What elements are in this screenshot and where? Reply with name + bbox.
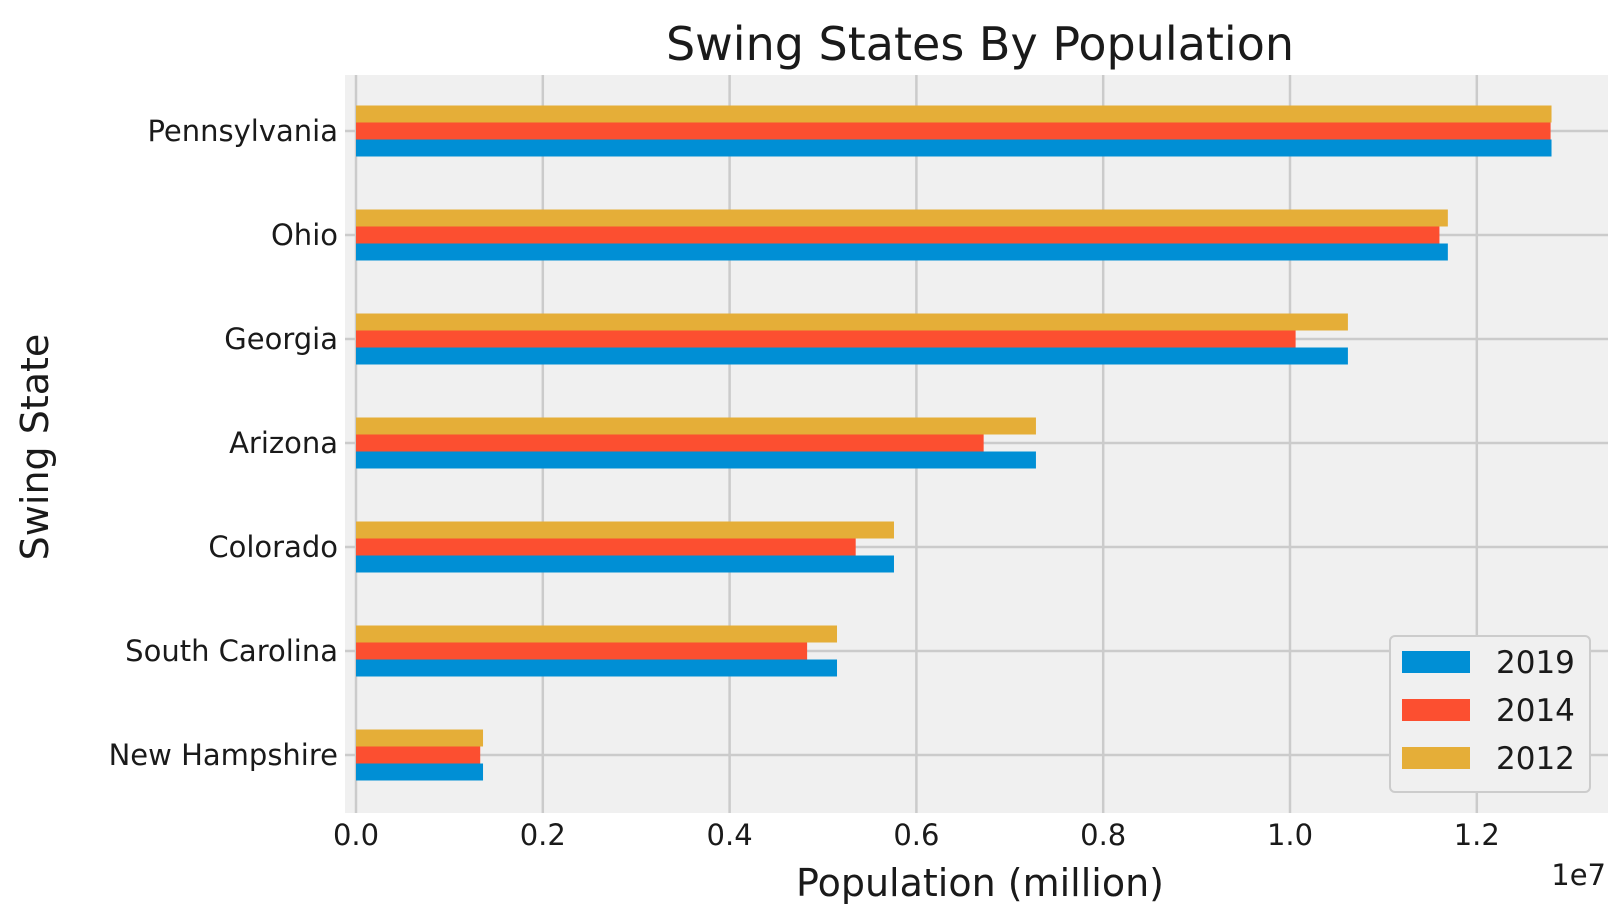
bar-2019-new-hampshire	[356, 763, 484, 781]
legend-label-2012: 2012	[1496, 741, 1575, 777]
x-tick-label: 0.6	[893, 818, 939, 852]
legend: 2019 2014 2012	[1389, 635, 1591, 793]
bar-2014-south-carolina	[356, 642, 808, 660]
legend-swatch-2014	[1402, 699, 1470, 721]
bar-2012-south-carolina	[356, 625, 838, 643]
bar-2014-georgia	[356, 330, 1296, 348]
y-tick-label: Arizona	[229, 426, 338, 460]
y-tick-label: New Hampshire	[109, 738, 338, 772]
bar-2019-pennsylvania	[356, 139, 1552, 157]
y-axis-label: Swing State	[13, 334, 57, 561]
bar-2019-arizona	[356, 451, 1036, 469]
y-tick-label: Colorado	[208, 530, 338, 564]
legend-label-2019: 2019	[1496, 645, 1575, 681]
legend-swatch-2012	[1402, 747, 1470, 769]
bar-2012-pennsylvania	[356, 105, 1552, 123]
bar-2019-ohio	[356, 243, 1448, 261]
bar-2014-arizona	[356, 434, 984, 452]
bar-2014-pennsylvania	[356, 122, 1551, 140]
x-tick-label: 0.2	[520, 818, 566, 852]
x-tick-label: 0.8	[1080, 818, 1126, 852]
bars	[356, 105, 1552, 781]
bar-2014-new-hampshire	[356, 746, 481, 764]
x-tick-label: 0.0	[333, 818, 379, 852]
legend-label-2014: 2014	[1496, 693, 1575, 729]
bar-2012-georgia	[356, 313, 1348, 331]
y-tick-label: Pennsylvania	[147, 114, 338, 148]
chart-title: Swing States By Population	[666, 17, 1294, 71]
bar-2012-ohio	[356, 209, 1448, 227]
bar-2012-arizona	[356, 417, 1036, 435]
x-axis-offset-label: 1e7	[1551, 858, 1606, 892]
bar-2019-georgia	[356, 347, 1348, 365]
bar-2014-colorado	[356, 538, 856, 556]
bar-2012-colorado	[356, 521, 894, 539]
y-tick-label: Ohio	[271, 218, 338, 252]
y-tick-labels: Pennsylvania Ohio Georgia Arizona Colorado So…	[109, 114, 338, 772]
legend-swatch-2019	[1402, 651, 1470, 673]
y-tick-label: Georgia	[224, 322, 338, 356]
bar-2014-ohio	[356, 226, 1440, 244]
x-tick-label: 1.2	[1454, 818, 1500, 852]
bar-2012-new-hampshire	[356, 729, 484, 747]
x-tick-label: 1.0	[1267, 818, 1313, 852]
x-axis-label: Population (million)	[796, 861, 1164, 905]
bar-2019-south-carolina	[356, 659, 838, 677]
bar-2019-colorado	[356, 555, 894, 573]
x-tick-labels: 0.0 0.2 0.4 0.6 0.8 1.0 1.2	[333, 818, 1500, 852]
x-tick-label: 0.4	[707, 818, 753, 852]
y-tick-label: South Carolina	[125, 634, 338, 668]
